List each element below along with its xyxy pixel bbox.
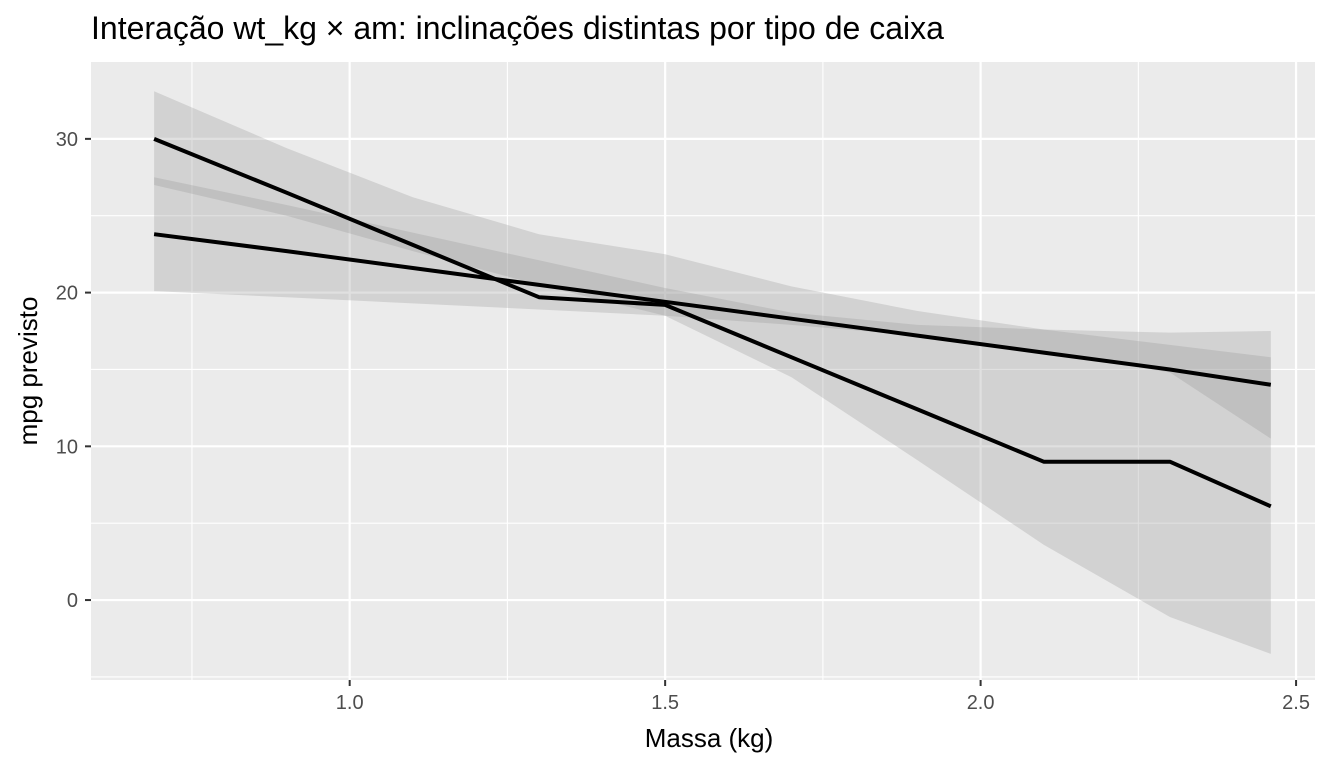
x-tick-label: 2.0	[967, 692, 995, 714]
plot-panel	[91, 62, 1315, 680]
fit-lines	[153, 137, 1272, 509]
x-tick-label: 1.0	[336, 692, 364, 714]
confidence-band-2	[154, 91, 1271, 654]
y-tick-label: 0	[67, 590, 78, 612]
chart-title: Interação wt_kg × am: inclinações distin…	[91, 10, 944, 46]
y-tick-label: 30	[56, 129, 78, 151]
major-grid	[91, 62, 1315, 680]
x-axis-title: Massa (kg)	[645, 723, 774, 753]
y-tick-label: 20	[56, 283, 78, 305]
fit-line-2	[153, 137, 1272, 509]
x-tick-label: 2.5	[1282, 692, 1310, 714]
y-tick-label: 10	[56, 436, 78, 458]
fit-line-1	[153, 232, 1272, 387]
axes: 1.0 1.5 2.0 2.5 0 10 20 30	[56, 129, 1310, 714]
x-tick-label: 1.5	[651, 692, 679, 714]
y-axis-title: mpg previsto	[13, 297, 43, 446]
